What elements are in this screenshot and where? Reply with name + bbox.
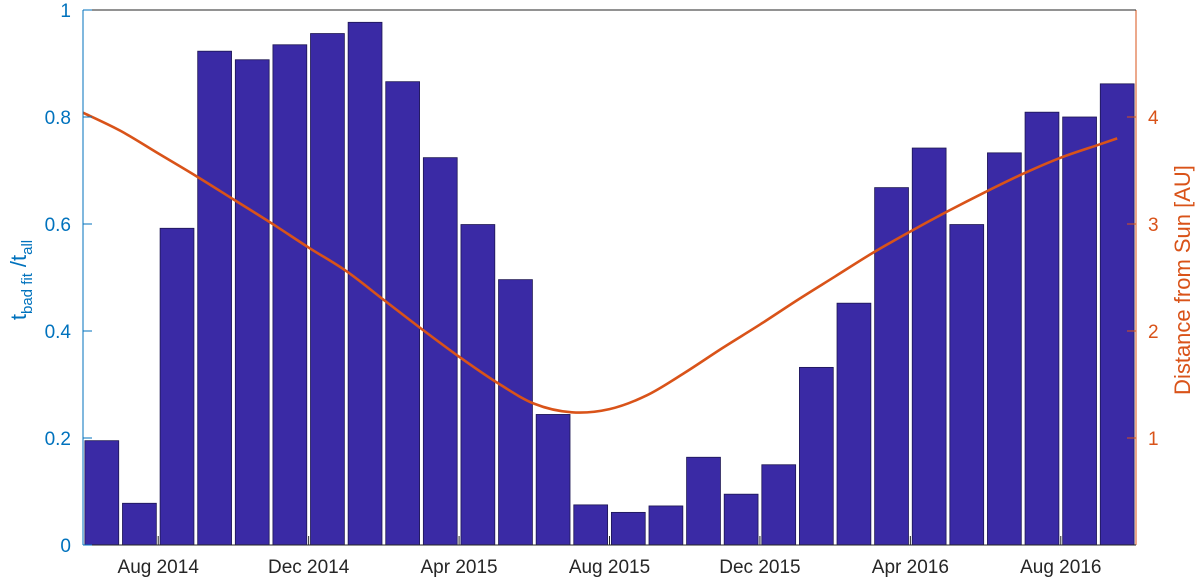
y-left-tick-label: 1 bbox=[60, 1, 71, 22]
y-left-axis-label: tbad fit/tall bbox=[6, 240, 36, 320]
bar-jul-2014 bbox=[122, 502, 157, 546]
y-left-tick-label: 0.8 bbox=[45, 108, 71, 129]
bar-jul-2015 bbox=[573, 504, 609, 546]
y-left-label-main: t bbox=[6, 314, 31, 320]
y-right-tick-label: 3 bbox=[1148, 215, 1159, 236]
y-left-tick-label: 0.6 bbox=[45, 215, 71, 236]
bar-oct-2015 bbox=[686, 456, 721, 546]
bar-may-2016 bbox=[949, 224, 985, 546]
x-tick-label: Dec 2015 bbox=[719, 557, 800, 578]
bar-jun-2016 bbox=[987, 152, 1022, 546]
x-tick-label: Aug 2015 bbox=[569, 557, 650, 578]
bar-feb-2016 bbox=[836, 302, 872, 546]
bar-aug-2014 bbox=[159, 227, 195, 546]
bar-apr-2015 bbox=[460, 224, 496, 546]
y-left-label-sep: /t bbox=[6, 255, 31, 267]
bar-aug-2015 bbox=[610, 511, 646, 546]
bar-sep-2014 bbox=[197, 50, 232, 546]
bar-jan-2016 bbox=[799, 366, 834, 546]
bar-aug-2016 bbox=[1062, 116, 1097, 546]
bar-apr-2016 bbox=[911, 147, 947, 546]
bar-oct-2014 bbox=[234, 59, 270, 546]
y-right-tick-label: 1 bbox=[1148, 429, 1159, 450]
x-tick-label: Aug 2016 bbox=[1020, 557, 1101, 578]
y-left-label-sub1: bad fit bbox=[19, 272, 36, 314]
y-left-tick-label: 0.4 bbox=[45, 322, 72, 343]
bar-nov-2015 bbox=[723, 493, 759, 546]
bar-nov-2014 bbox=[272, 44, 308, 546]
bar-jun-2015 bbox=[535, 414, 571, 546]
y-right-tick-label: 4 bbox=[1148, 108, 1159, 129]
x-tick-label: Dec 2014 bbox=[268, 557, 350, 578]
y-right-axis-label: Distance from Sun [AU] bbox=[1170, 165, 1195, 395]
bar-dec-2015 bbox=[761, 464, 797, 546]
y-right-tick-label: 2 bbox=[1148, 322, 1159, 343]
y-left-tick-label: 0 bbox=[60, 536, 71, 557]
bar-may-2015 bbox=[498, 279, 533, 546]
bar-sep-2015 bbox=[648, 505, 684, 546]
bar-dec-2014 bbox=[310, 33, 345, 546]
distance-from-sun-line bbox=[82, 111, 1118, 414]
y-left-label-sub2: all bbox=[19, 240, 36, 255]
bar-jun-2014 bbox=[84, 440, 120, 546]
x-tick-label: Apr 2016 bbox=[872, 557, 949, 578]
y-left-tick-label: 0.2 bbox=[45, 429, 71, 450]
bar-sep-2016 bbox=[1099, 83, 1135, 546]
x-tick-label: Apr 2015 bbox=[421, 557, 498, 578]
bar-jul-2016 bbox=[1024, 111, 1060, 546]
ticks: 0 0.2 0.4 0.6 0.8 1 1 2 3 4 Aug 2014 Dec 2014 Apr 20… bbox=[45, 1, 1159, 578]
distance-line-layer bbox=[82, 111, 1118, 414]
x-tick-label: Aug 2014 bbox=[118, 557, 200, 578]
bars bbox=[84, 21, 1135, 546]
